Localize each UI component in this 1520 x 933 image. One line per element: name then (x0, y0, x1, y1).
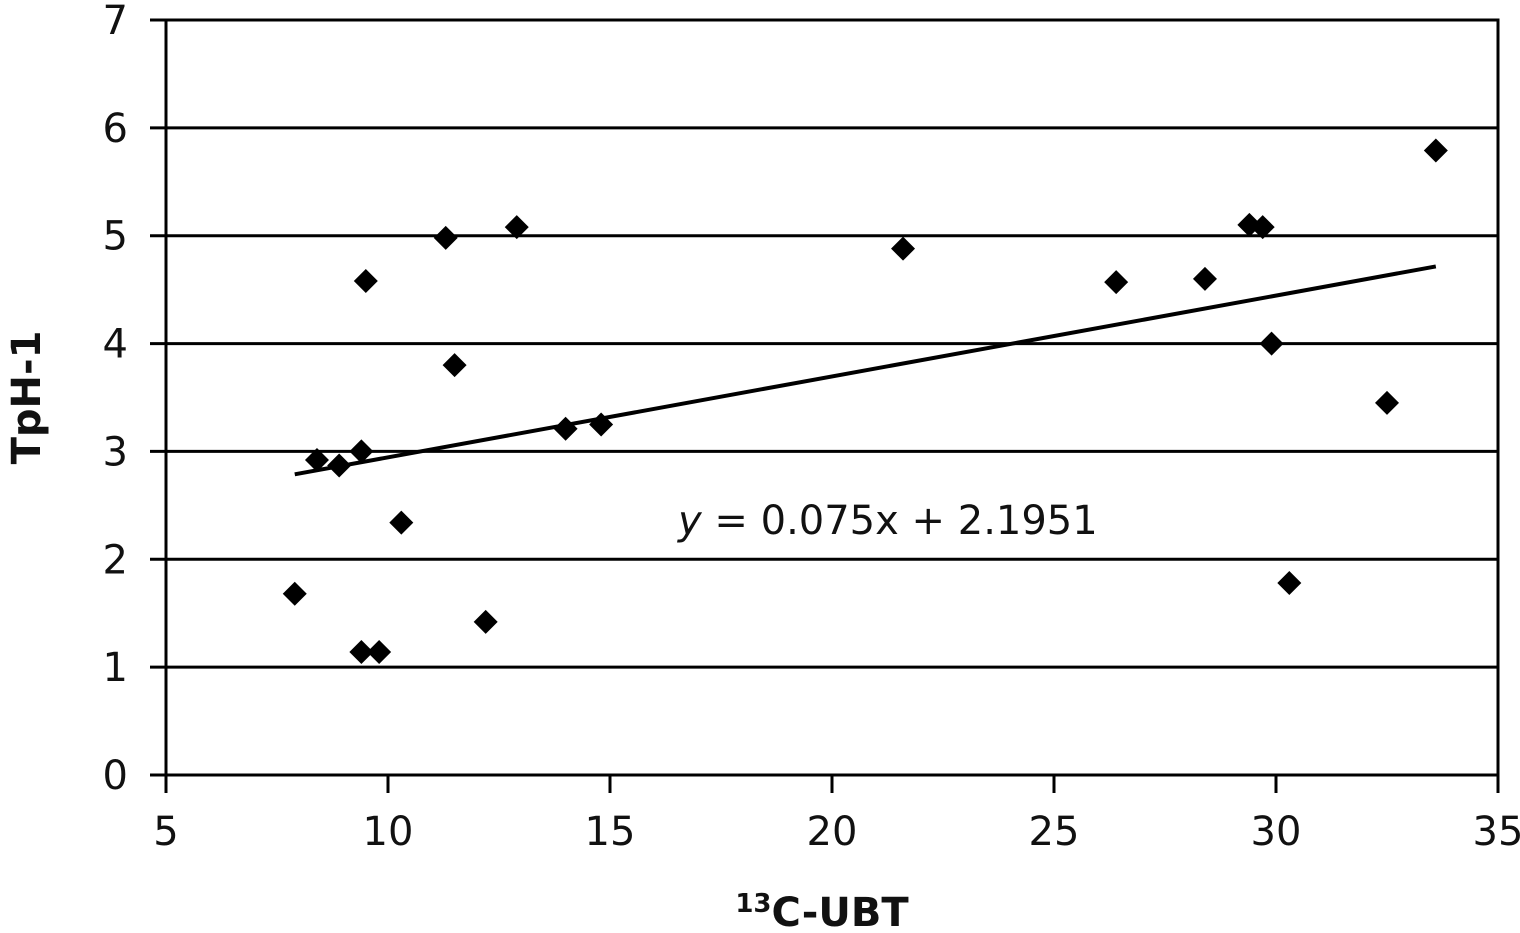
equation-rest: = 0.075x + 2.1951 (702, 498, 1098, 544)
data-point (589, 412, 614, 437)
y-tick-label: 1 (103, 645, 128, 691)
data-point (349, 439, 374, 464)
y-axis-title: TpH-1 (4, 331, 50, 465)
equation-variable: y (677, 498, 703, 544)
x-tick-label: 25 (1029, 809, 1080, 855)
data-points (282, 138, 1448, 665)
data-point (1192, 266, 1217, 291)
y-axis-ticks: 0 1 2 3 4 5 6 7 (103, 0, 128, 799)
plot-area-frame (164, 18, 1500, 777)
data-point (367, 640, 392, 665)
x-tick-label: 20 (807, 809, 858, 855)
data-point (282, 581, 307, 606)
data-point (473, 609, 498, 634)
y-tick-label: 6 (103, 106, 128, 152)
x-axis-title-text: C-UBT (772, 890, 910, 933)
data-point (1375, 390, 1399, 415)
x-axis-ticks: 5 10 15 20 25 30 35 (153, 775, 1520, 855)
y-tick-label: 4 (103, 322, 128, 368)
data-point (304, 448, 329, 473)
x-tick-label: 15 (585, 809, 636, 855)
data-point (327, 453, 352, 478)
data-point (349, 640, 374, 665)
y-tick-label: 3 (103, 429, 128, 475)
y-tick-label: 5 (103, 214, 128, 260)
data-point (389, 510, 414, 535)
data-point (433, 225, 458, 250)
data-point (1104, 270, 1129, 295)
x-tick-label: 30 (1251, 809, 1302, 855)
y-tick-label: 7 (103, 0, 128, 44)
y-tick-label: 2 (103, 537, 128, 583)
data-point (553, 416, 578, 441)
data-point (891, 236, 916, 261)
y-tick-label: 0 (103, 753, 128, 799)
trendline (294, 264, 1437, 477)
grid-lines (150, 18, 1498, 777)
data-point (1259, 331, 1284, 356)
trendline-equation: y = 0.075x + 2.1951 (677, 498, 1098, 544)
x-tick-label: 35 (1473, 809, 1520, 855)
data-point (504, 215, 529, 240)
x-axis-title: 13C-UBT (735, 889, 909, 933)
data-point (442, 353, 467, 378)
data-point (1277, 571, 1302, 596)
data-point (1423, 138, 1448, 163)
x-tick-label: 10 (363, 809, 414, 855)
x-tick-label: 5 (153, 809, 178, 855)
data-point (1250, 215, 1275, 240)
x-axis-title-superscript: 13 (735, 889, 771, 919)
data-point (353, 269, 378, 294)
